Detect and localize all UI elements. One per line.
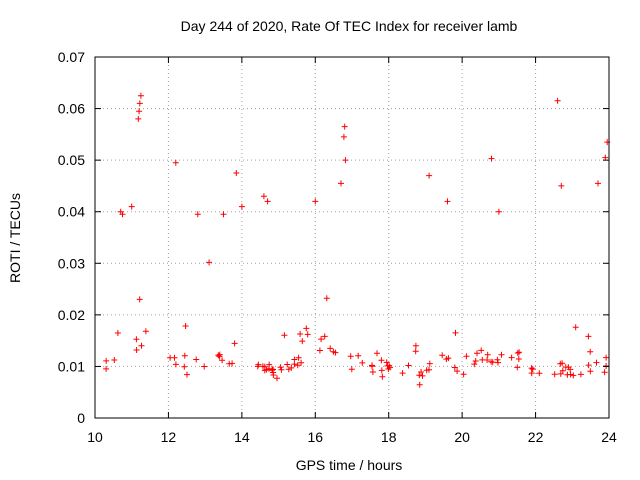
x-tick-label: 24 xyxy=(601,429,617,445)
y-tick-label: 0.03 xyxy=(58,255,85,271)
y-tick-label: 0.07 xyxy=(58,49,85,65)
y-tick-label: 0.01 xyxy=(58,358,85,374)
y-tick-label: 0.04 xyxy=(58,204,85,220)
grid-lines xyxy=(95,57,609,418)
data-points xyxy=(103,92,611,388)
y-tick-label: 0.02 xyxy=(58,307,85,323)
x-tick-label: 20 xyxy=(454,429,470,445)
y-tick-label: 0.05 xyxy=(58,152,85,168)
x-tick-label: 10 xyxy=(87,429,103,445)
axis-ticks: 10 12 14 16 18 20 22 24 0 0.01 0.02 0.03 0.04 0.05 0.0… xyxy=(58,49,617,445)
y-axis-label: ROTI / TECUs xyxy=(7,193,23,283)
x-tick-label: 22 xyxy=(528,429,544,445)
x-tick-label: 12 xyxy=(161,429,177,445)
plot-border xyxy=(94,56,610,419)
x-tick-label: 16 xyxy=(307,429,323,445)
x-tick-label: 18 xyxy=(381,429,397,445)
roti-markers xyxy=(103,92,611,388)
chart-title: Day 244 of 2020, Rate Of TEC Index for r… xyxy=(181,18,518,34)
y-tick-label: 0.06 xyxy=(58,101,85,117)
x-tick-label: 14 xyxy=(234,429,250,445)
y-tick-label: 0 xyxy=(77,410,85,426)
x-axis-label: GPS time / hours xyxy=(296,457,403,473)
